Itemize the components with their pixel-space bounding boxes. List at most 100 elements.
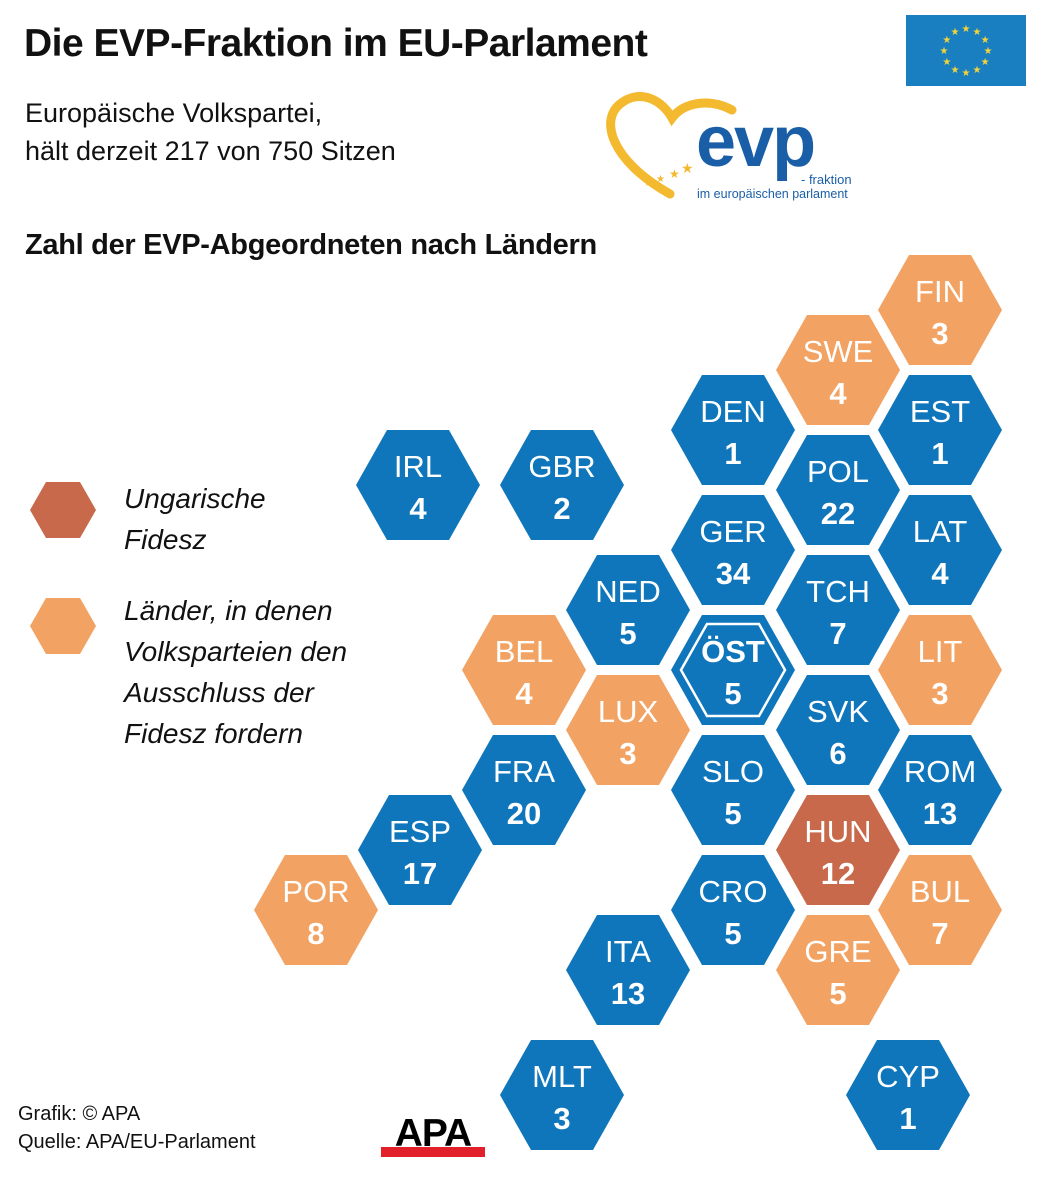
seat-count: 4 — [409, 491, 427, 526]
subtitle: Europäische Volkspartei, hält derzeit 21… — [25, 94, 396, 170]
legend-label-line: Fidesz — [124, 524, 207, 555]
country-hex-ita: ITA 13 — [566, 915, 690, 1025]
legend-label-line: Ungarische — [124, 483, 266, 514]
country-code: HUN — [804, 814, 871, 849]
svg-text:★: ★ — [681, 161, 694, 177]
svg-text:★: ★ — [669, 167, 680, 181]
country-code: POL — [807, 454, 869, 489]
hex-shape — [846, 1040, 970, 1150]
country-hex-gre: GRE 5 — [776, 915, 900, 1025]
country-hex-por: POR 8 — [254, 855, 378, 965]
hex-shape — [671, 495, 795, 605]
country-code: ITA — [605, 934, 651, 969]
subtitle-line-1: Europäische Volkspartei, — [25, 98, 323, 128]
country-hex-öst: ÖST 5 — [671, 615, 795, 725]
country-hex-swe: SWE 4 — [776, 315, 900, 425]
seat-count: 5 — [724, 916, 741, 951]
seat-count: 13 — [611, 976, 645, 1011]
seat-count: 6 — [829, 736, 846, 771]
country-hex-svk: SVK 6 — [776, 675, 900, 785]
hex-shape — [462, 735, 586, 845]
hex-shape — [878, 855, 1002, 965]
svg-text:★: ★ — [656, 174, 665, 185]
hex-shape — [776, 795, 900, 905]
hex-shape — [878, 255, 1002, 365]
section-title: Zahl der EVP-Abgeordneten nach Ländern — [25, 229, 597, 261]
hex-shape — [776, 675, 900, 785]
flag-star: ★ — [940, 46, 949, 57]
country-code: LAT — [913, 514, 968, 549]
seat-count: 5 — [724, 796, 741, 831]
credits: Grafik: © APA Quelle: APA/EU-Parlament — [18, 1100, 256, 1156]
subtitle-line-2: hält derzeit 217 von 750 Sitzen — [25, 136, 396, 166]
legend-label-exclusion: Länder, in denen Volksparteien den Aussc… — [124, 590, 347, 754]
hex-shape — [776, 435, 900, 545]
seat-count: 20 — [507, 796, 541, 831]
seat-count: 4 — [931, 556, 949, 591]
hex-shape — [776, 315, 900, 425]
flag-star: ★ — [942, 35, 951, 46]
highlight-outline — [679, 622, 787, 718]
legend-label-fidesz: Ungarische Fidesz — [124, 478, 266, 560]
country-code: ESP — [389, 814, 451, 849]
hex-shape — [878, 495, 1002, 605]
country-hex-est: EST 1 — [878, 375, 1002, 485]
seat-count: 5 — [724, 676, 741, 711]
hex-shape — [671, 855, 795, 965]
seat-count: 7 — [829, 616, 846, 651]
credit-text: Grafik: © APA — [18, 1103, 141, 1125]
hex-shape — [462, 615, 586, 725]
seat-count: 3 — [553, 1101, 570, 1136]
country-code: NED — [595, 574, 660, 609]
seat-count: 13 — [923, 796, 957, 831]
source-text: Quelle: APA/EU-Parlament — [18, 1131, 256, 1153]
evp-wordmark: evp — [696, 102, 814, 182]
hex-shape — [776, 915, 900, 1025]
eu-flag-icon: ★ ★★★★★★★★★★★ — [906, 15, 1026, 86]
hex-shape — [878, 735, 1002, 845]
country-hex-esp: ESP 17 — [358, 795, 482, 905]
legend-label-line: Fidesz fordern — [124, 718, 303, 749]
hex-shape — [500, 430, 624, 540]
country-hex-den: DEN 1 — [671, 375, 795, 485]
country-code: LIT — [918, 634, 963, 669]
country-hex-fin: FIN 3 — [878, 255, 1002, 365]
hex-shape — [254, 855, 378, 965]
svg-text:★: ★ — [644, 179, 652, 189]
country-hex-lat: LAT 4 — [878, 495, 1002, 605]
country-code: DEN — [700, 394, 765, 429]
hex-shape — [671, 375, 795, 485]
seat-count: 5 — [619, 616, 636, 651]
country-code: BUL — [910, 874, 970, 909]
evp-logo-line-2: im europäischen parlament — [697, 187, 848, 201]
country-code: GER — [699, 514, 766, 549]
country-hex-fra: FRA 20 — [462, 735, 586, 845]
country-hex-bul: BUL 7 — [878, 855, 1002, 965]
country-code: BEL — [495, 634, 554, 669]
flag-star: ★ — [962, 68, 971, 79]
country-code: GBR — [528, 449, 595, 484]
seat-count: 5 — [829, 976, 846, 1011]
country-hex-slo: SLO 5 — [671, 735, 795, 845]
seat-count: 34 — [716, 556, 751, 591]
flag-star: ★ — [951, 65, 960, 76]
legend-swatch-exclusion — [30, 598, 96, 654]
legend-swatch-fidesz — [30, 482, 96, 538]
country-hex-cyp: CYP 1 — [846, 1040, 970, 1150]
seat-count: 2 — [553, 491, 570, 526]
country-code: TCH — [806, 574, 870, 609]
hex-shape — [878, 615, 1002, 725]
flag-star: ★ — [962, 24, 971, 35]
page-title: Die EVP-Fraktion im EU-Parlament — [24, 22, 648, 65]
seat-count: 3 — [931, 316, 948, 351]
hex-shape — [878, 375, 1002, 485]
seat-count: 1 — [931, 436, 948, 471]
hex-shape — [566, 915, 690, 1025]
country-hex-lux: LUX 3 — [566, 675, 690, 785]
country-hex-ger: GER 34 — [671, 495, 795, 605]
country-code: EST — [910, 394, 970, 429]
flag-star: ★ — [981, 35, 990, 46]
country-code: SVK — [807, 694, 869, 729]
country-code: IRL — [394, 449, 442, 484]
hex-shape — [358, 795, 482, 905]
